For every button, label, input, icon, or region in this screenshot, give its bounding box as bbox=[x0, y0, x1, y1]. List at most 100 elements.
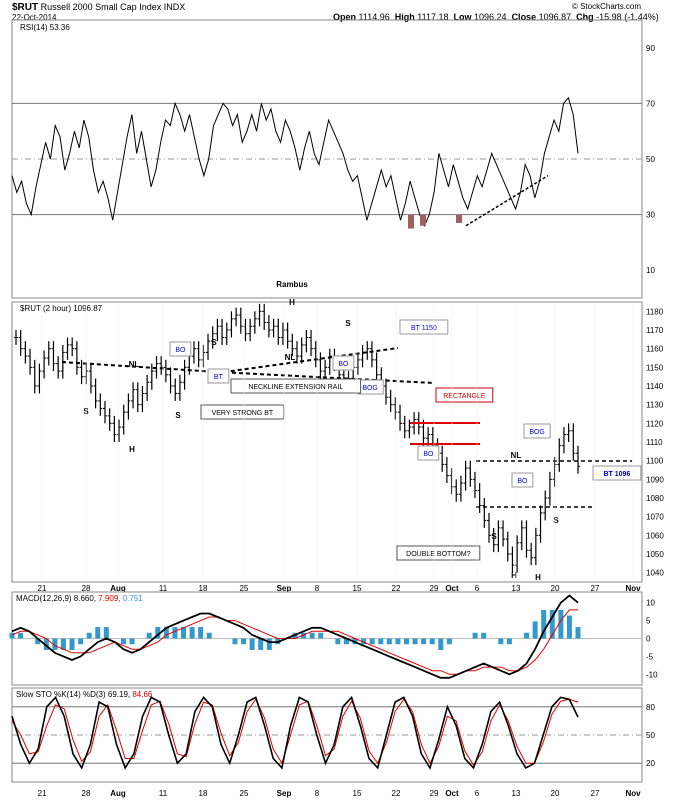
macd-histogram-bar bbox=[566, 615, 572, 639]
rsi-tick-label: 70 bbox=[646, 99, 655, 108]
annotation-text: RECTANGLE bbox=[443, 393, 486, 400]
macd-title-part: MACD(12,26,9) bbox=[16, 594, 74, 603]
macd-histogram-bar bbox=[378, 638, 384, 645]
sto-tick-label: 80 bbox=[646, 703, 655, 712]
annotation-text: BT 1096 bbox=[603, 471, 630, 478]
annotation-text: BO bbox=[175, 347, 186, 354]
macd-histogram-bar bbox=[43, 638, 49, 650]
sto-k-line bbox=[11, 695, 579, 770]
macd-histogram-bar bbox=[498, 638, 504, 645]
watermark: © StockCharts.com bbox=[572, 2, 642, 11]
close-label: Close bbox=[511, 12, 537, 22]
macd-histogram-bar bbox=[335, 638, 341, 645]
macd-histogram-bar bbox=[266, 638, 272, 650]
macd-histogram-bar bbox=[369, 638, 375, 645]
chart-symbol: $RUT bbox=[12, 2, 39, 13]
macd-histogram-bar bbox=[446, 638, 452, 645]
x-tick-label: 28 bbox=[82, 584, 91, 593]
sto-x-tick-label: 28 bbox=[82, 789, 91, 798]
chg-value: -15.98 (-1.44%) bbox=[596, 12, 659, 22]
macd-title: MACD(12,26,9) 8.660, 7.909, 0.751 bbox=[16, 594, 143, 603]
pattern-label: H bbox=[511, 571, 517, 580]
pattern-label: S bbox=[83, 407, 89, 416]
macd-histogram-bar bbox=[309, 632, 315, 639]
macd-histogram-bar bbox=[403, 638, 409, 645]
macd-histogram-bar bbox=[438, 638, 444, 650]
price-tick-label: 1080 bbox=[646, 494, 664, 503]
macd-title-part: 8.660, bbox=[74, 594, 98, 603]
sto-x-tick-label: 20 bbox=[551, 789, 560, 798]
x-tick-label: 18 bbox=[199, 584, 208, 593]
annotation-text: BO bbox=[423, 451, 434, 458]
rsi-tick-label: 50 bbox=[646, 155, 655, 164]
macd-histogram-bar bbox=[198, 627, 204, 639]
macd-histogram-bar bbox=[506, 638, 512, 645]
x-tick-label: Nov bbox=[625, 584, 641, 593]
rsi-title: RSI(14) 53.36 bbox=[20, 23, 70, 32]
x-tick-label: 8 bbox=[315, 584, 320, 593]
rsi-trendline bbox=[465, 175, 549, 227]
sto-x-tick-label: 13 bbox=[512, 789, 521, 798]
macd-histogram-bar bbox=[172, 627, 178, 639]
x-tick-label: 27 bbox=[591, 584, 600, 593]
x-tick-label: 11 bbox=[159, 584, 168, 593]
x-tick-label: Aug bbox=[110, 584, 126, 593]
x-tick-label: 13 bbox=[512, 584, 521, 593]
pattern-label: NL bbox=[285, 353, 296, 362]
sto-x-tick-label: Sep bbox=[277, 789, 292, 798]
price-tick-label: 1050 bbox=[646, 550, 664, 559]
price-tick-label: 1150 bbox=[646, 363, 664, 372]
price-tick-label: 1100 bbox=[646, 457, 664, 466]
macd-histogram-bar bbox=[249, 638, 255, 650]
rsi-tick-label: 90 bbox=[646, 44, 655, 53]
macd-histogram-bar bbox=[541, 609, 547, 639]
sto-tick-label: 50 bbox=[646, 731, 655, 740]
macd-histogram-bar bbox=[395, 638, 401, 645]
rambus-label: Rambus bbox=[276, 280, 308, 289]
annotation-text: BO bbox=[338, 361, 349, 368]
annotation-box bbox=[417, 445, 440, 461]
price-tick-label: 1130 bbox=[646, 401, 664, 410]
macd-histogram-bar bbox=[146, 632, 152, 639]
macd-histogram-bar bbox=[86, 632, 92, 639]
macd-histogram-bar bbox=[301, 632, 307, 639]
sto-x-tick-label: Aug bbox=[110, 789, 126, 798]
macd-tick-label: -10 bbox=[646, 670, 658, 679]
high-value: 1117.18 bbox=[417, 12, 449, 22]
macd-histogram-bar bbox=[412, 638, 418, 645]
open-label: Open bbox=[333, 12, 357, 22]
macd-histogram-bar bbox=[532, 621, 538, 639]
price-title: $RUT (2 hour) 1096.87 bbox=[20, 304, 103, 313]
price-tick-label: 1170 bbox=[646, 326, 664, 335]
macd-histogram-bar bbox=[120, 638, 126, 645]
rsi-line bbox=[11, 96, 579, 227]
sto-title-part: Slow STO %K(14) %D(3) bbox=[16, 690, 108, 699]
sto-x-tick-label: Nov bbox=[625, 789, 641, 798]
pattern-label: H bbox=[289, 298, 295, 307]
price-tick-label: 1160 bbox=[646, 345, 664, 354]
high-label: High bbox=[394, 12, 415, 22]
price-tick-label: 1180 bbox=[646, 307, 664, 316]
chart-date: 22-Oct-2014 bbox=[12, 13, 57, 22]
pattern-label: S bbox=[211, 338, 217, 347]
price-tick-label: 1040 bbox=[646, 569, 664, 578]
low-value: 1096.24 bbox=[474, 12, 507, 22]
macd-histogram-bar bbox=[318, 632, 324, 639]
macd-histogram-bar bbox=[481, 632, 487, 639]
sto-x-tick-label: 18 bbox=[199, 789, 208, 798]
sto-x-tick-label: 27 bbox=[591, 789, 600, 798]
annotation-text: BO bbox=[517, 478, 528, 485]
x-tick-label: 29 bbox=[430, 584, 439, 593]
pattern-label: S bbox=[175, 411, 181, 420]
annotation-box bbox=[332, 355, 355, 371]
annotation-box bbox=[399, 319, 449, 335]
price-panel bbox=[11, 301, 643, 583]
close-value: 1096.87 bbox=[538, 12, 572, 22]
annotation-box bbox=[169, 341, 192, 357]
macd-histogram-bar bbox=[258, 638, 264, 650]
annotation-text: BT bbox=[214, 374, 224, 381]
annotation-text: DOUBLE BOTTOM? bbox=[406, 551, 471, 558]
macd-histogram-bar bbox=[52, 638, 58, 650]
low-label: Low bbox=[453, 12, 472, 22]
